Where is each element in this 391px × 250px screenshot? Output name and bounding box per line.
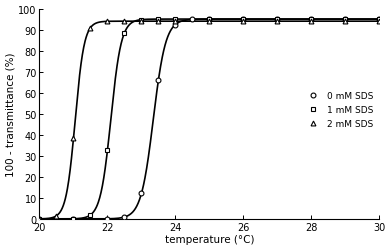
2 mM SDS — [122, 20, 127, 24]
1 mM SDS — [241, 18, 246, 22]
1 mM SDS — [343, 18, 348, 22]
0 mM SDS — [71, 218, 76, 220]
1 mM SDS — [377, 18, 382, 22]
0 mM SDS — [275, 18, 280, 22]
1 mM SDS — [309, 18, 314, 22]
2 mM SDS — [241, 20, 246, 24]
2 mM SDS — [88, 27, 93, 30]
0 mM SDS — [309, 18, 314, 22]
2 mM SDS — [54, 214, 59, 218]
0 mM SDS — [156, 79, 161, 82]
2 mM SDS — [139, 20, 144, 24]
1 mM SDS — [275, 18, 280, 22]
0 mM SDS — [122, 216, 127, 219]
2 mM SDS — [275, 20, 280, 24]
2 mM SDS — [105, 21, 110, 24]
1 mM SDS — [88, 214, 93, 216]
2 mM SDS — [309, 20, 314, 24]
1 mM SDS — [105, 149, 110, 152]
1 mM SDS — [71, 217, 76, 220]
0 mM SDS — [207, 18, 212, 22]
1 mM SDS — [156, 18, 161, 22]
0 mM SDS — [377, 18, 382, 22]
1 mM SDS — [207, 18, 212, 22]
2 mM SDS — [207, 20, 212, 24]
2 mM SDS — [37, 218, 42, 220]
Line: 2 mM SDS: 2 mM SDS — [37, 20, 382, 221]
X-axis label: temperature (°C): temperature (°C) — [165, 234, 254, 244]
0 mM SDS — [173, 24, 178, 27]
2 mM SDS — [173, 20, 178, 24]
2 mM SDS — [377, 20, 382, 24]
1 mM SDS — [173, 18, 178, 22]
0 mM SDS — [139, 192, 144, 195]
1 mM SDS — [122, 32, 127, 35]
Y-axis label: 100 - transmittance (%): 100 - transmittance (%) — [5, 52, 16, 176]
2 mM SDS — [343, 20, 348, 24]
0 mM SDS — [343, 18, 348, 22]
Legend: 0 mM SDS, 1 mM SDS, 2 mM SDS: 0 mM SDS, 1 mM SDS, 2 mM SDS — [301, 90, 375, 130]
0 mM SDS — [190, 19, 195, 22]
2 mM SDS — [156, 20, 161, 24]
1 mM SDS — [139, 19, 144, 22]
Line: 0 mM SDS: 0 mM SDS — [37, 18, 382, 222]
0 mM SDS — [37, 218, 42, 220]
Line: 1 mM SDS: 1 mM SDS — [37, 18, 382, 222]
0 mM SDS — [105, 218, 110, 220]
2 mM SDS — [71, 137, 76, 140]
0 mM SDS — [241, 18, 246, 22]
1 mM SDS — [37, 218, 42, 220]
